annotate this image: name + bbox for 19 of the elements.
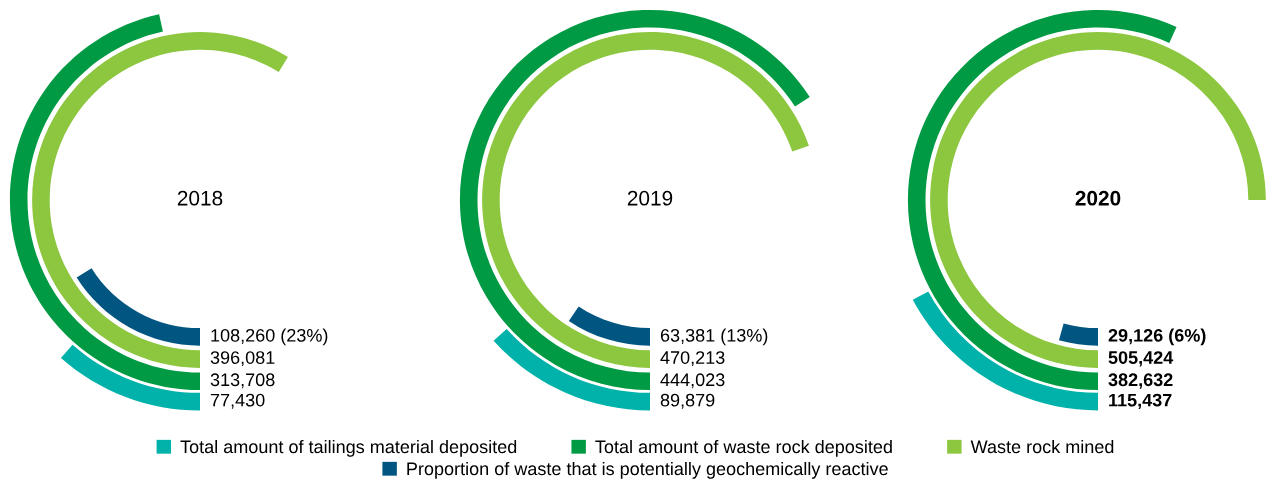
data-label: 77,430 (210, 393, 265, 409)
legend-label: Proportion of waste that is potentially geochemically reactive (407, 461, 888, 479)
data-label: 382,632 (1108, 373, 1173, 389)
category-label: 2018 (177, 190, 223, 206)
data-label: 313,708 (210, 373, 275, 389)
data-label: 115,437 (1109, 393, 1172, 410)
legend-label: Total amount of tailings material deposited (180, 439, 517, 457)
legend-label: Waste rock mined (970, 439, 1114, 454)
data-label: 505,424 (1108, 351, 1174, 367)
data-label: 396,081 (210, 351, 275, 367)
data-label: 63,381 (13%) (660, 328, 768, 346)
data-label: 470,213 (660, 351, 725, 367)
data-label: 89,879 (660, 393, 715, 409)
category-label: 2020 (1075, 190, 1121, 206)
data-label: 29,126 (6%) (1108, 328, 1206, 346)
data-label: 108,260 (23%) (211, 328, 328, 346)
legend-label: Total amount of waste rock deposited (595, 439, 892, 457)
data-label: 444,023 (660, 373, 725, 389)
category-label: 2019 (627, 190, 673, 206)
